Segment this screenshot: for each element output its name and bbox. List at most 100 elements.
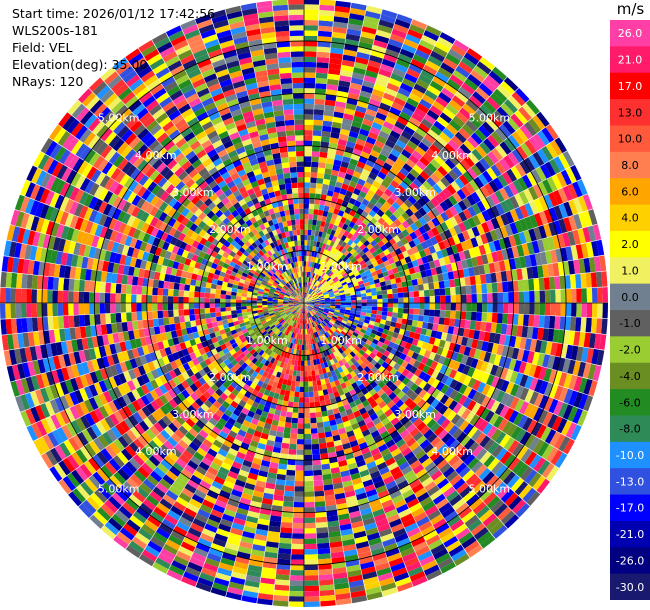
velocity-gate <box>526 99 540 115</box>
velocity-gate <box>333 159 342 167</box>
velocity-gate <box>503 138 516 152</box>
velocity-gate <box>412 285 419 292</box>
velocity-gate <box>453 39 469 53</box>
velocity-gate <box>326 277 332 282</box>
velocity-gate <box>289 585 304 592</box>
velocity-gate <box>441 248 449 258</box>
velocity-gate <box>342 283 348 288</box>
velocity-gate <box>386 43 402 54</box>
velocity-gate <box>400 237 409 246</box>
velocity-gate <box>343 250 350 257</box>
velocity-gate <box>597 303 603 318</box>
velocity-gate <box>516 145 528 160</box>
velocity-gate <box>310 172 318 178</box>
velocity-gate <box>292 412 299 419</box>
velocity-gate <box>383 201 392 210</box>
velocity-gate <box>422 204 431 214</box>
velocity-gate <box>466 48 483 61</box>
velocity-gate <box>304 522 316 529</box>
velocity-gate <box>309 187 316 194</box>
velocity-gate <box>350 266 357 272</box>
velocity-gate <box>308 376 313 382</box>
velocity-gate <box>308 282 311 288</box>
velocity-gate <box>304 339 307 345</box>
velocity-gate <box>508 235 517 247</box>
velocity-gate <box>304 130 313 136</box>
velocity-gate <box>372 299 378 303</box>
velocity-gate <box>304 19 319 26</box>
velocity-gate <box>366 136 377 145</box>
velocity-gate <box>360 272 367 278</box>
velocity-gate <box>308 288 312 294</box>
velocity-gate <box>304 67 316 73</box>
velocity-gate <box>529 214 539 228</box>
velocity-gate <box>340 270 347 276</box>
velocity-gate <box>305 293 308 299</box>
velocity-gate <box>393 218 402 227</box>
velocity-gate <box>363 164 373 173</box>
velocity-gate <box>309 289 314 295</box>
velocity-gate <box>307 360 311 366</box>
velocity-gate <box>392 293 399 299</box>
velocity-gate <box>361 299 367 303</box>
velocity-gate <box>309 396 315 403</box>
velocity-gate <box>443 317 450 326</box>
velocity-gate <box>407 195 417 205</box>
velocity-gate <box>459 143 472 156</box>
velocity-gate <box>454 131 467 144</box>
velocity-gate <box>317 209 324 216</box>
velocity-gate <box>299 344 302 351</box>
velocity-gate <box>319 259 324 265</box>
velocity-gate <box>442 272 449 281</box>
velocity-gate <box>334 280 341 285</box>
velocity-gate <box>339 294 346 298</box>
velocity-gate <box>328 279 334 285</box>
velocity-gate <box>293 501 304 508</box>
velocity-gate <box>327 288 333 293</box>
velocity-gate <box>474 275 482 285</box>
velocity-gate <box>421 94 435 105</box>
velocity-gate <box>333 21 348 29</box>
velocity-gate <box>533 315 540 328</box>
velocity-gate <box>382 271 389 277</box>
velocity-gate <box>295 376 301 382</box>
velocity-gate <box>457 200 468 211</box>
velocity-gate <box>526 266 534 279</box>
velocity-gate <box>304 460 313 466</box>
velocity-gate <box>304 124 313 131</box>
velocity-gate <box>293 365 298 371</box>
velocity-gate <box>304 433 312 440</box>
velocity-gate <box>322 280 328 286</box>
velocity-gate <box>329 201 337 209</box>
velocity-gate <box>332 116 343 124</box>
velocity-gate <box>289 596 304 602</box>
velocity-gate <box>350 257 357 264</box>
velocity-gate <box>401 220 410 229</box>
velocity-gate <box>407 29 423 40</box>
velocity-gate <box>507 134 520 149</box>
velocity-gate <box>304 298 308 303</box>
velocity-gate <box>361 275 368 281</box>
velocity-gate <box>570 165 582 181</box>
velocity-gate <box>304 0 320 5</box>
velocity-gate <box>304 9 319 16</box>
velocity-gate <box>381 311 388 316</box>
velocity-gate <box>308 296 313 301</box>
velocity-gate <box>539 251 548 265</box>
velocity-gate <box>363 281 370 287</box>
velocity-gate <box>523 291 530 303</box>
velocity-gate <box>487 303 493 313</box>
velocity-gate <box>469 275 476 286</box>
velocity-gate <box>475 87 490 101</box>
velocity-gate <box>355 291 361 295</box>
velocity-gate <box>362 246 370 254</box>
velocity-gate <box>349 289 356 294</box>
velocity-gate <box>291 417 298 424</box>
velocity-gate <box>448 99 462 112</box>
velocity-gate <box>372 261 379 268</box>
velocity-gate <box>278 421 286 428</box>
velocity-gate <box>393 272 401 279</box>
velocity-gate <box>323 255 328 261</box>
velocity-gate <box>446 184 457 195</box>
velocity-gate <box>449 119 462 132</box>
